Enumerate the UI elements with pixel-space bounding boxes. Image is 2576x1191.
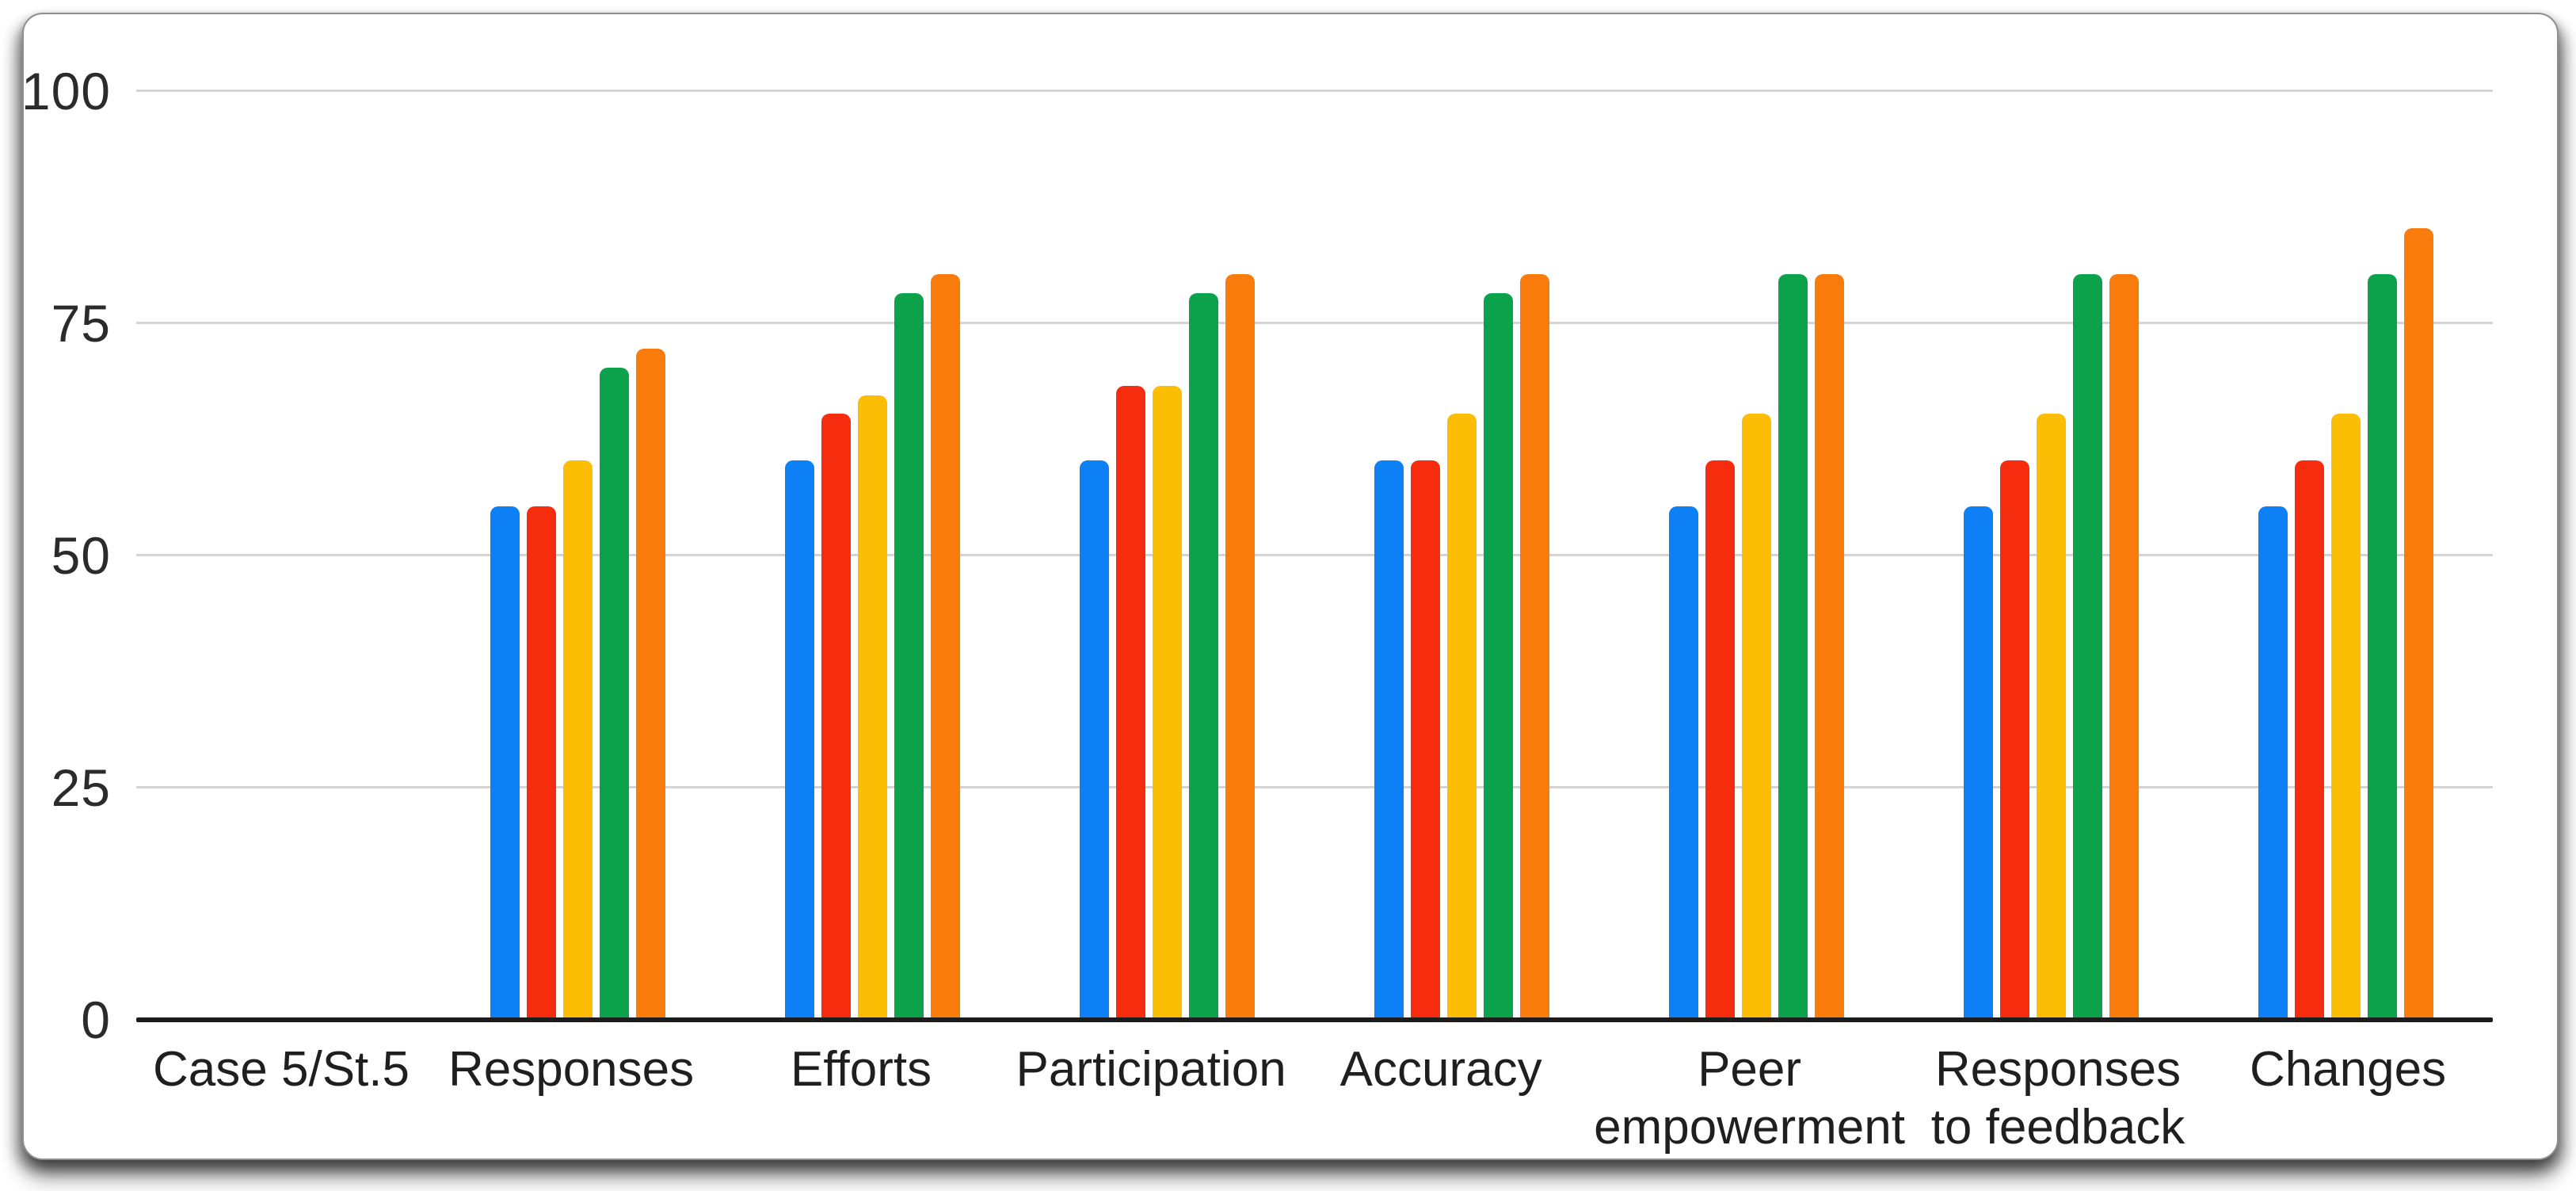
category-label: Efforts (791, 1042, 932, 1097)
bar-orange-series (2403, 227, 2433, 1017)
gridline (136, 786, 2493, 788)
bar-blue-series (785, 460, 815, 1017)
y-tick-label: 25 (51, 758, 111, 817)
bar-blue-series (490, 506, 520, 1017)
bar-group (1903, 89, 2198, 1017)
bars-layer (136, 89, 2493, 1017)
bar-group (1609, 89, 1903, 1017)
x-axis-line (136, 1017, 2493, 1022)
bar-green-series (2367, 274, 2397, 1017)
category-label: Changes (2249, 1042, 2447, 1097)
category-label: Peer empowerment (1594, 1042, 1905, 1155)
bar-orange-series (2109, 274, 2139, 1017)
bar-orange-series (931, 274, 961, 1017)
bar-green-series (2072, 274, 2102, 1017)
bar-yellow-series (1153, 386, 1183, 1017)
bar-green-series (894, 292, 924, 1017)
bar-red-series (2294, 460, 2324, 1017)
bar-orange-series (1519, 274, 1549, 1017)
bar-orange-series (1814, 274, 1844, 1017)
bar-group (2198, 89, 2493, 1017)
category-label: Accuracy (1339, 1042, 1542, 1097)
y-tick-label: 75 (51, 294, 111, 353)
bar-blue-series (1963, 506, 1993, 1017)
bar-red-series (1999, 460, 2029, 1017)
x-axis-labels: Case 5/St.5 Responses Efforts Participation… (136, 1040, 2493, 1156)
bar-group (726, 89, 1020, 1017)
y-tick-label: 50 (51, 526, 111, 585)
chart-card: 0 25 50 75 100 Case 5/St.5 Responses Efforts Pa… (21, 13, 2559, 1160)
bar-red-series (1116, 386, 1146, 1017)
bar-green-series (600, 367, 630, 1017)
bar-yellow-series (858, 395, 888, 1017)
bar-green-series (1189, 292, 1219, 1017)
bar-yellow-series (1741, 414, 1771, 1017)
bar-blue-series (2258, 506, 2288, 1017)
category-label: Responses to feedback (1930, 1042, 2185, 1155)
gridline (136, 554, 2493, 556)
bar-red-series (821, 414, 852, 1017)
bar-blue-series (1668, 506, 1698, 1017)
bar-orange-series (1225, 274, 1256, 1017)
bar-group (1020, 89, 1315, 1017)
category-label: Participation (1016, 1042, 1286, 1097)
category-label: Responses (448, 1042, 695, 1097)
bar-yellow-series (563, 460, 593, 1017)
bar-orange-series (636, 349, 666, 1017)
bar-red-series (527, 506, 557, 1017)
bar-blue-series (1374, 460, 1404, 1017)
bar-group (431, 89, 726, 1017)
bar-yellow-series (2036, 414, 2066, 1017)
bar-group (1315, 89, 1610, 1017)
gridline (136, 90, 2493, 92)
category-label: Case 5/St.5 (153, 1042, 410, 1097)
bar-green-series (1778, 274, 1808, 1017)
bar-yellow-series (2330, 414, 2361, 1017)
bar-red-series (1705, 460, 1735, 1017)
y-tick-label: 100 (21, 62, 111, 120)
bar-green-series (1483, 292, 1513, 1017)
gridline (136, 322, 2493, 324)
bar-blue-series (1080, 460, 1110, 1017)
plot-area: 0 25 50 75 100 Case 5/St.5 Responses Efforts Pa… (21, 65, 2493, 1155)
y-tick-label: 0 (81, 991, 111, 1049)
bar-group (136, 89, 431, 1017)
bar-red-series (1410, 460, 1440, 1017)
bar-yellow-series (1446, 414, 1477, 1017)
